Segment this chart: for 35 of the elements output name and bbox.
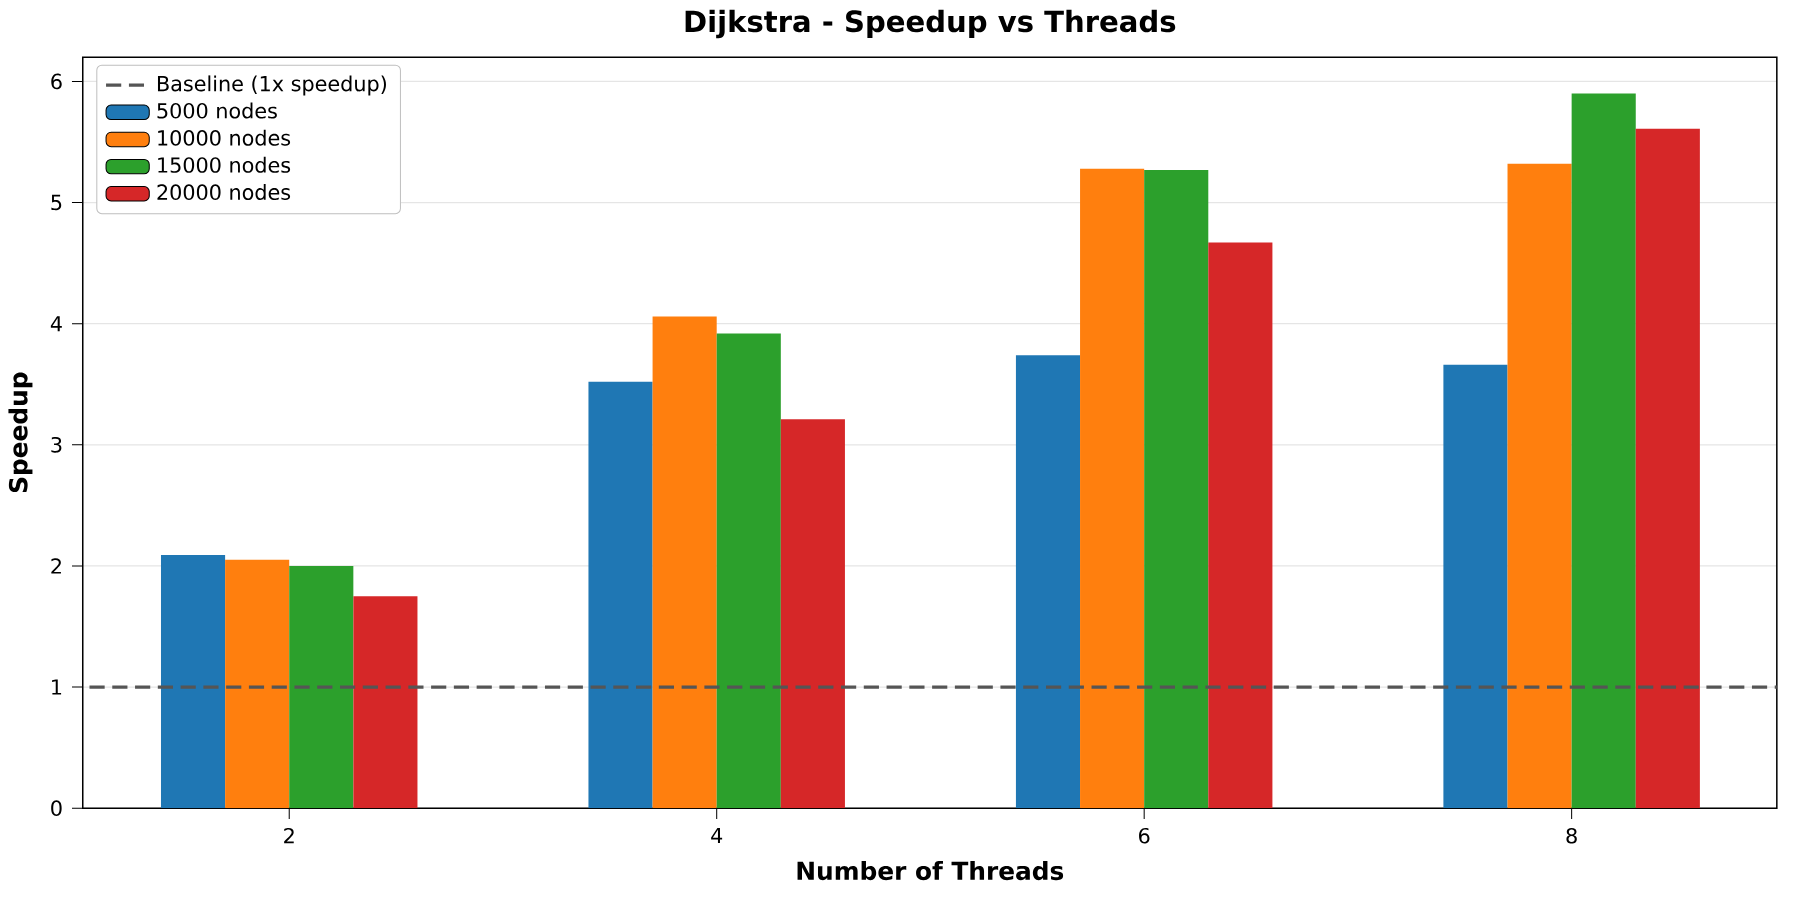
legend-label: 15000 nodes — [158, 156, 291, 173]
bar — [652, 316, 717, 809]
y-tick-label: 6 — [51, 73, 62, 90]
legend-label: Baseline (1x speedup) — [157, 75, 386, 96]
y-tick-label: 2 — [51, 558, 61, 574]
x-tick-label: 2 — [284, 827, 294, 844]
chart-title: Dijkstra - Speedup vs Threads — [685, 9, 1176, 39]
bar — [1443, 364, 1508, 809]
bar — [1015, 355, 1081, 809]
legend-label: 10000 nodes — [158, 129, 291, 146]
bar — [353, 596, 418, 809]
legend-label: 20000 nodes — [157, 184, 291, 201]
y-axis-title: Speedup — [8, 372, 33, 493]
bar — [780, 419, 845, 809]
bar — [1571, 93, 1636, 809]
x-tick-label: 8 — [1566, 827, 1577, 844]
legend-label: 5000 nodes — [157, 102, 277, 119]
bar — [716, 333, 781, 809]
y-tick-label: 0 — [51, 800, 62, 817]
bar — [1144, 169, 1209, 809]
bar — [1507, 163, 1572, 809]
y-tick-label: 4 — [50, 316, 62, 332]
bar — [588, 381, 653, 809]
x-tick-label: 6 — [1139, 827, 1150, 844]
bar — [1080, 168, 1145, 809]
bar — [289, 565, 354, 809]
x-tick-label: 4 — [711, 827, 723, 844]
bar — [1635, 128, 1700, 809]
bar — [160, 555, 226, 809]
x-axis-title: Number of Threads — [797, 860, 1064, 881]
y-tick-label: 5 — [51, 194, 62, 211]
y-tick-label: 3 — [51, 436, 62, 453]
y-tick-label: 1 — [52, 679, 62, 695]
bar — [1208, 242, 1273, 809]
bar — [225, 559, 290, 809]
